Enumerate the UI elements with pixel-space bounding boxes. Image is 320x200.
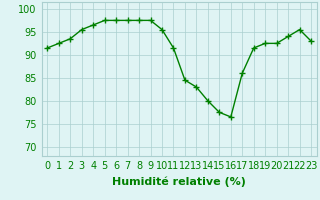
X-axis label: Humidité relative (%): Humidité relative (%): [112, 176, 246, 187]
